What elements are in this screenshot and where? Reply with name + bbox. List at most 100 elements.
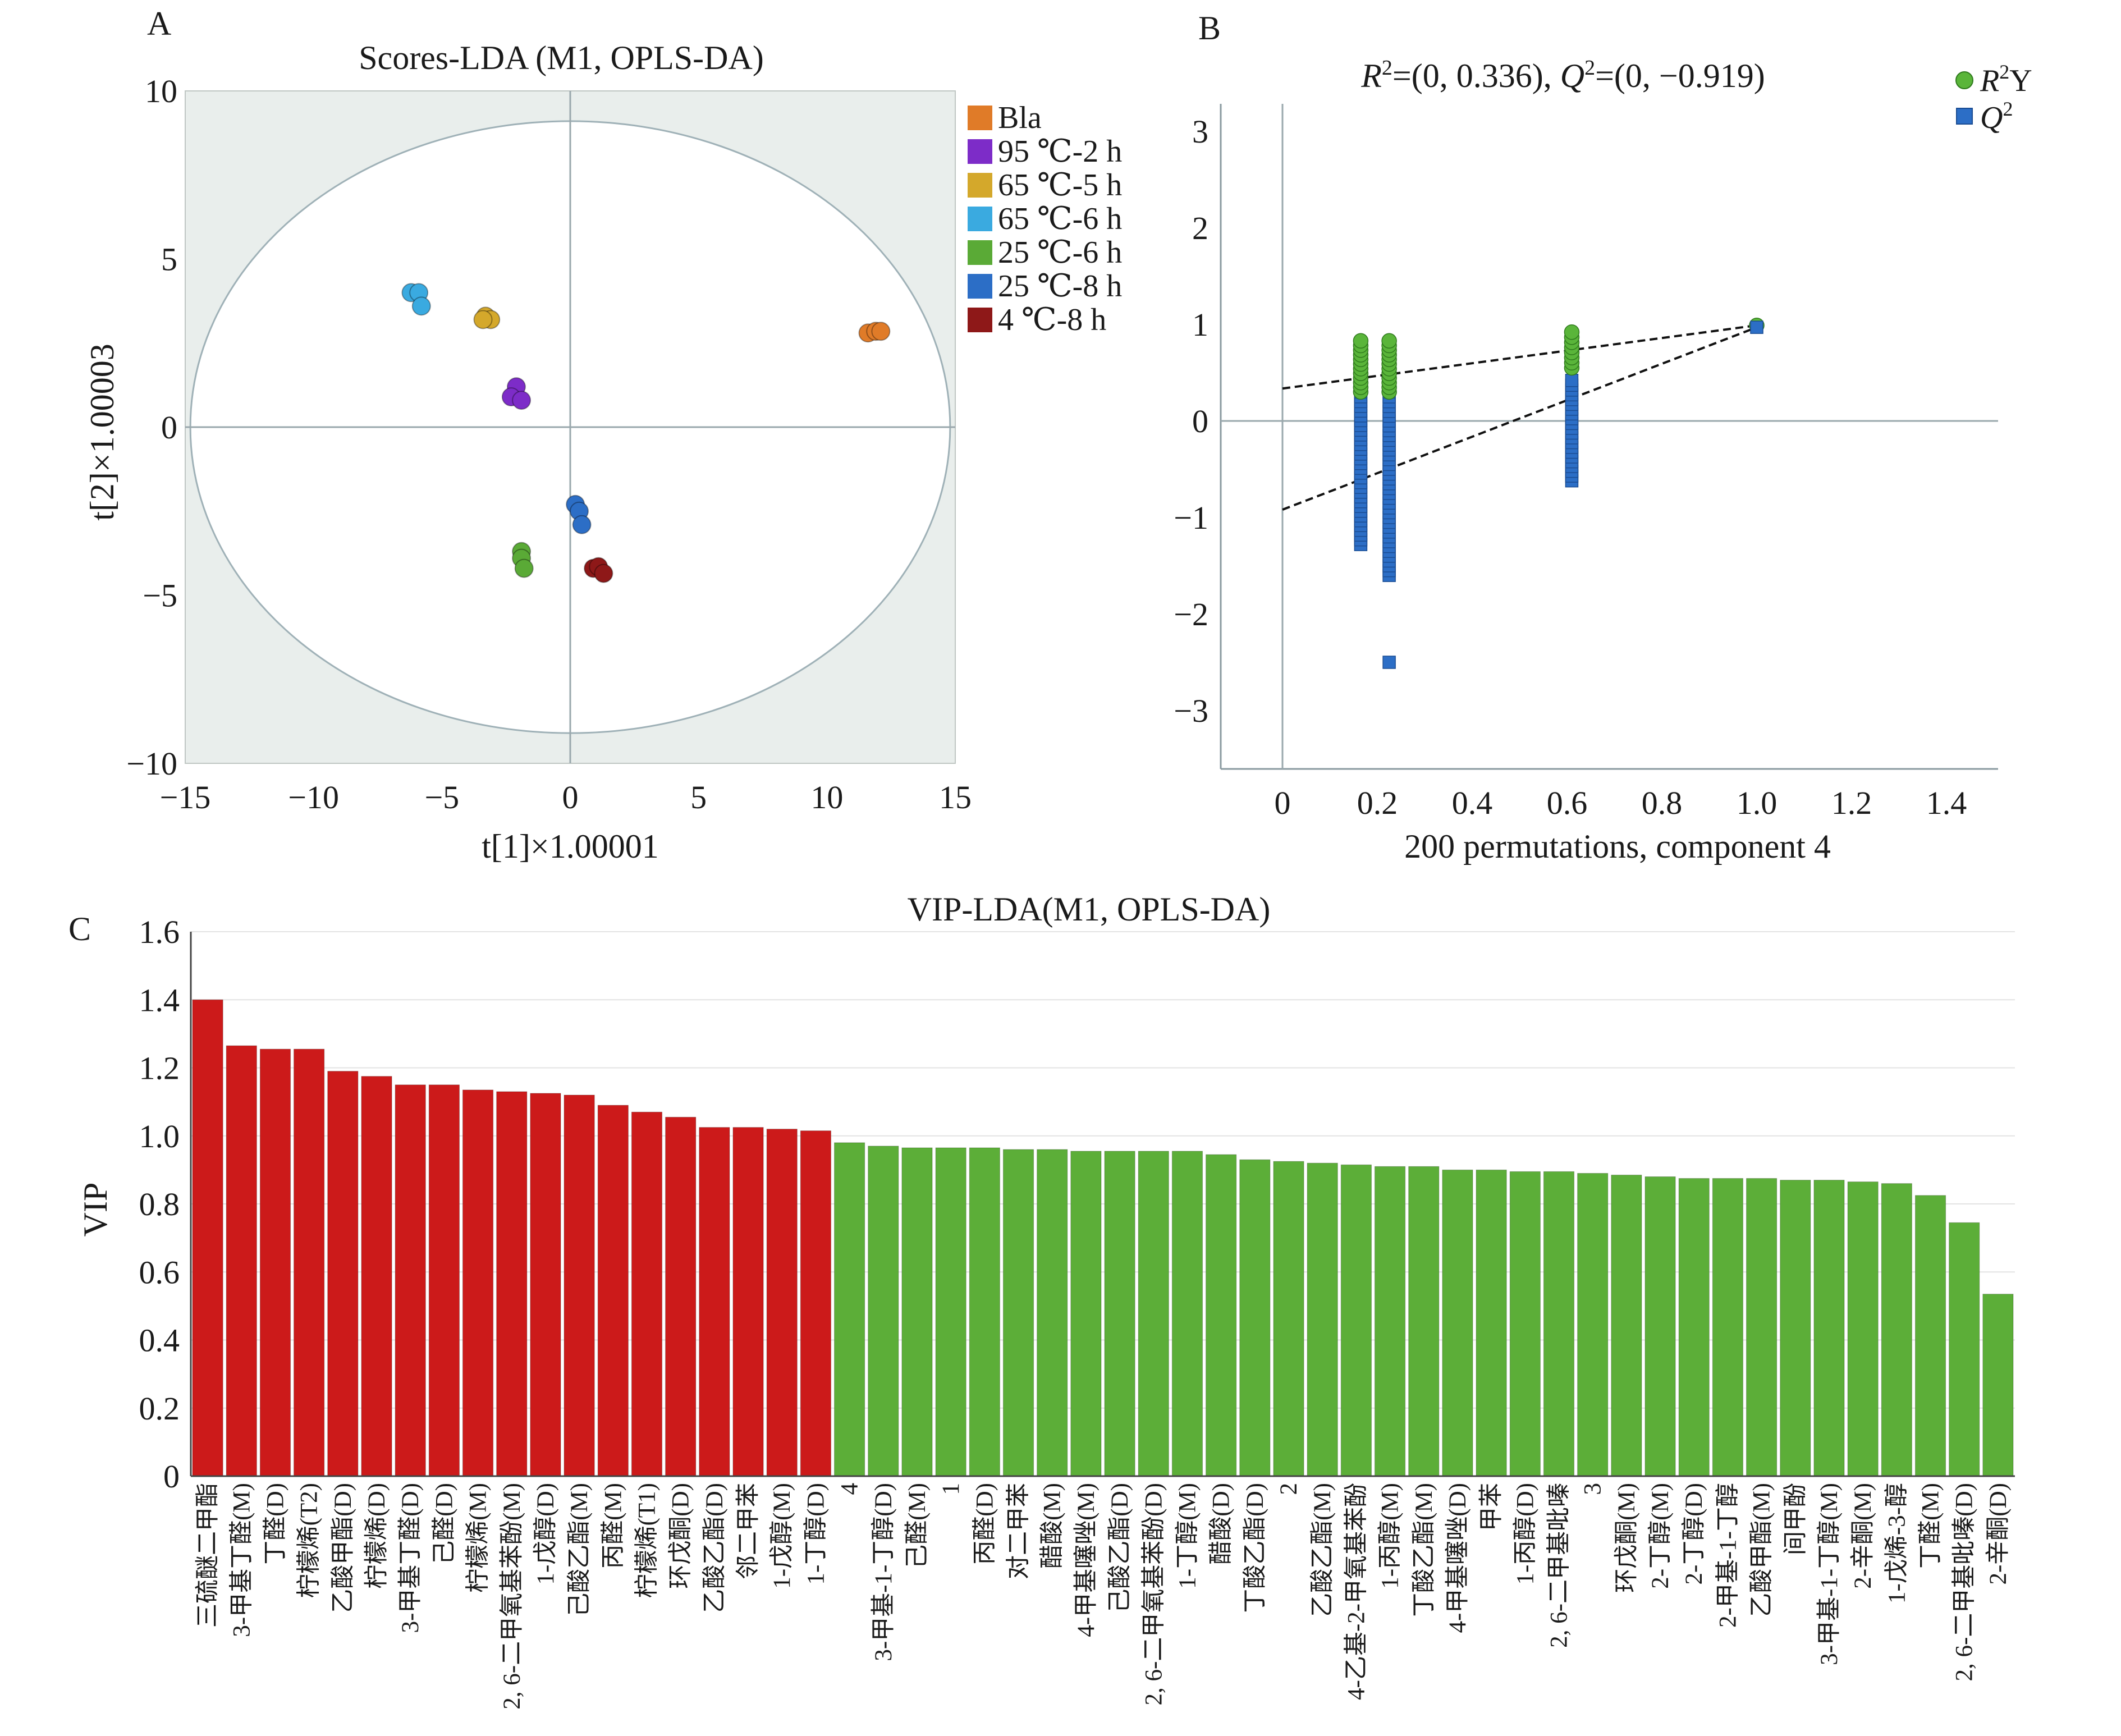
- scores-y-tick-label: 5: [161, 241, 177, 278]
- vip-bar: [327, 1071, 359, 1477]
- vip-bar: [1340, 1164, 1372, 1477]
- vip-bar: [732, 1127, 764, 1477]
- scores-plot-title: Scores-LDA (M1, OPLS-DA): [359, 39, 764, 76]
- vip-category-label: 环戊酮(M): [1614, 1483, 1640, 1593]
- vip-y-tick-label: 1.2: [139, 1050, 180, 1087]
- permutation-y-tick-label: −2: [1174, 596, 1208, 633]
- vip-category-label: 三硫醚二甲酯: [194, 1483, 221, 1628]
- scores-x-axis-label: t[1]×1.00001: [482, 828, 658, 865]
- vip-bar: [1644, 1176, 1676, 1477]
- vip-y-tick-label: 0.2: [139, 1390, 180, 1427]
- vip-bar: [901, 1147, 933, 1477]
- vip-category-label: 柠檬烯(T1): [634, 1483, 661, 1598]
- vip-category-label: 对二甲苯: [1006, 1483, 1032, 1579]
- vip-category-label: 2-丁醇(D): [1681, 1483, 1707, 1585]
- vip-category-label: 3-甲基-1-丁醇(D): [871, 1483, 897, 1661]
- vip-bar: [1543, 1171, 1575, 1477]
- vip-y-tick-label: 0: [163, 1458, 180, 1495]
- vip-bar: [1611, 1174, 1642, 1477]
- scores-y-tick-label: 10: [145, 73, 177, 109]
- permutation-plot-panel: B R2=(0, 0.336), Q2=(0, −0.919) 0 0.2 0.4 0…: [1174, 10, 2032, 865]
- vip-category-label: 丁醛(D): [262, 1483, 288, 1565]
- scores-point: [473, 310, 493, 329]
- vip-category-label: 乙酸甲酯(D): [330, 1483, 356, 1613]
- vip-bar: [1949, 1222, 1980, 1477]
- vip-bar: [1678, 1178, 1710, 1477]
- vip-category-label: 己酸乙酯(M): [566, 1483, 593, 1617]
- vip-bar: [800, 1130, 832, 1477]
- vip-bar: [1746, 1178, 1778, 1477]
- panel-label-b: B: [1198, 10, 1221, 47]
- scores-legend-label: 65 ℃-6 h: [998, 201, 1122, 236]
- vip-y-ticks: 0 0.2 0.4 0.6 0.8 1.0 1.2 1.4 1.6: [139, 914, 180, 1495]
- vip-category-label: 2: [1276, 1483, 1302, 1495]
- permutation-x-tick-label: 1.2: [1831, 785, 1872, 821]
- scores-legend-label: 25 ℃-8 h: [998, 269, 1122, 304]
- scores-legend-swatch: [968, 173, 992, 198]
- vip-bar: [1138, 1151, 1169, 1477]
- permutation-y-tick-label: −3: [1174, 693, 1208, 729]
- vip-gridlines: [191, 931, 2015, 1477]
- vip-bar: [1712, 1178, 1744, 1477]
- vip-bar: [395, 1084, 426, 1477]
- permutation-plot-title: R2=(0, 0.336), Q2=(0, −0.919): [1360, 56, 1765, 94]
- permutation-x-tick-label: 0.4: [1452, 785, 1493, 821]
- vip-bar: [1171, 1151, 1203, 1477]
- vip-plot-title: VIP-LDA(M1, OPLS-DA): [908, 891, 1271, 928]
- scores-y-axis-label: t[2]×1.00003: [84, 343, 121, 520]
- scores-legend-label: 65 ℃-5 h: [998, 168, 1122, 203]
- scores-x-tick-label: 15: [939, 779, 972, 816]
- permutation-points: [1353, 317, 1765, 669]
- scores-point: [512, 391, 532, 410]
- vip-bar: [1307, 1162, 1338, 1477]
- q2-permutation-point: [1565, 374, 1579, 387]
- vip-category-label: 醋酸(M): [1039, 1483, 1066, 1569]
- scores-y-ticks: −10 −5 0 5 10: [126, 73, 177, 782]
- scores-point: [871, 322, 891, 341]
- vip-bar: [192, 999, 223, 1477]
- vip-bar: [1914, 1195, 1946, 1477]
- vip-category-label: 4: [837, 1483, 863, 1495]
- vip-bar: [1037, 1149, 1068, 1477]
- vip-category-label: 邻二甲苯: [735, 1483, 762, 1579]
- scores-y-tick-label: −10: [126, 745, 177, 782]
- scores-x-ticks: −15 −10 −5 0 5 10 15: [160, 779, 972, 816]
- vip-bar: [1442, 1169, 1473, 1477]
- vip-bar: [294, 1048, 325, 1477]
- vip-bar: [1374, 1166, 1406, 1477]
- vip-bar: [1408, 1166, 1440, 1477]
- permutation-x-tick-label: 1.4: [1926, 785, 1967, 821]
- vip-bar: [462, 1089, 494, 1477]
- vip-y-axis-label: VIP: [77, 1183, 114, 1237]
- permutation-x-axis-label: 200 permutations, component 4: [1404, 828, 1831, 865]
- scores-point: [514, 558, 534, 578]
- vip-category-label: 柠檬烯(D): [364, 1483, 390, 1589]
- permutation-x-tick-label: 0.8: [1642, 785, 1683, 821]
- scores-point: [594, 564, 613, 583]
- permutation-x-tick-label: 0: [1275, 785, 1291, 821]
- vip-category-label: 1-丁醇(D): [803, 1483, 829, 1585]
- vip-category-label: 2-辛酮(M): [1850, 1483, 1876, 1589]
- permutation-y-tick-label: 3: [1192, 113, 1208, 150]
- permutation-legend: R2Y Q2: [1955, 61, 2032, 135]
- vip-bar: [1104, 1151, 1135, 1477]
- scores-y-tick-label: −5: [143, 578, 177, 614]
- permutation-y-ticks: −3 −2 −1 0 1 2 3: [1174, 113, 1208, 729]
- scores-legend-swatch: [968, 139, 992, 164]
- vip-bar: [1273, 1161, 1304, 1477]
- vip-category-label: 2, 6-二甲基吡嗪: [1546, 1483, 1573, 1648]
- scores-y-tick-label: 0: [161, 409, 177, 446]
- scores-legend-swatch: [968, 308, 992, 332]
- permutation-x-ticks: 0 0.2 0.4 0.6 0.8 1.0 1.2 1.4: [1275, 785, 1967, 821]
- vip-category-label: 环戊酮(D): [668, 1483, 694, 1589]
- vip-bar: [631, 1111, 663, 1477]
- vip-bar: [699, 1127, 730, 1477]
- scores-x-tick-label: 10: [810, 779, 843, 816]
- vip-bar: [1070, 1151, 1102, 1477]
- vip-bar: [834, 1142, 865, 1477]
- permutation-y-tick-label: −1: [1174, 500, 1208, 536]
- vip-category-label: 间甲酚: [1783, 1483, 1809, 1555]
- scores-legend-swatch: [968, 240, 992, 265]
